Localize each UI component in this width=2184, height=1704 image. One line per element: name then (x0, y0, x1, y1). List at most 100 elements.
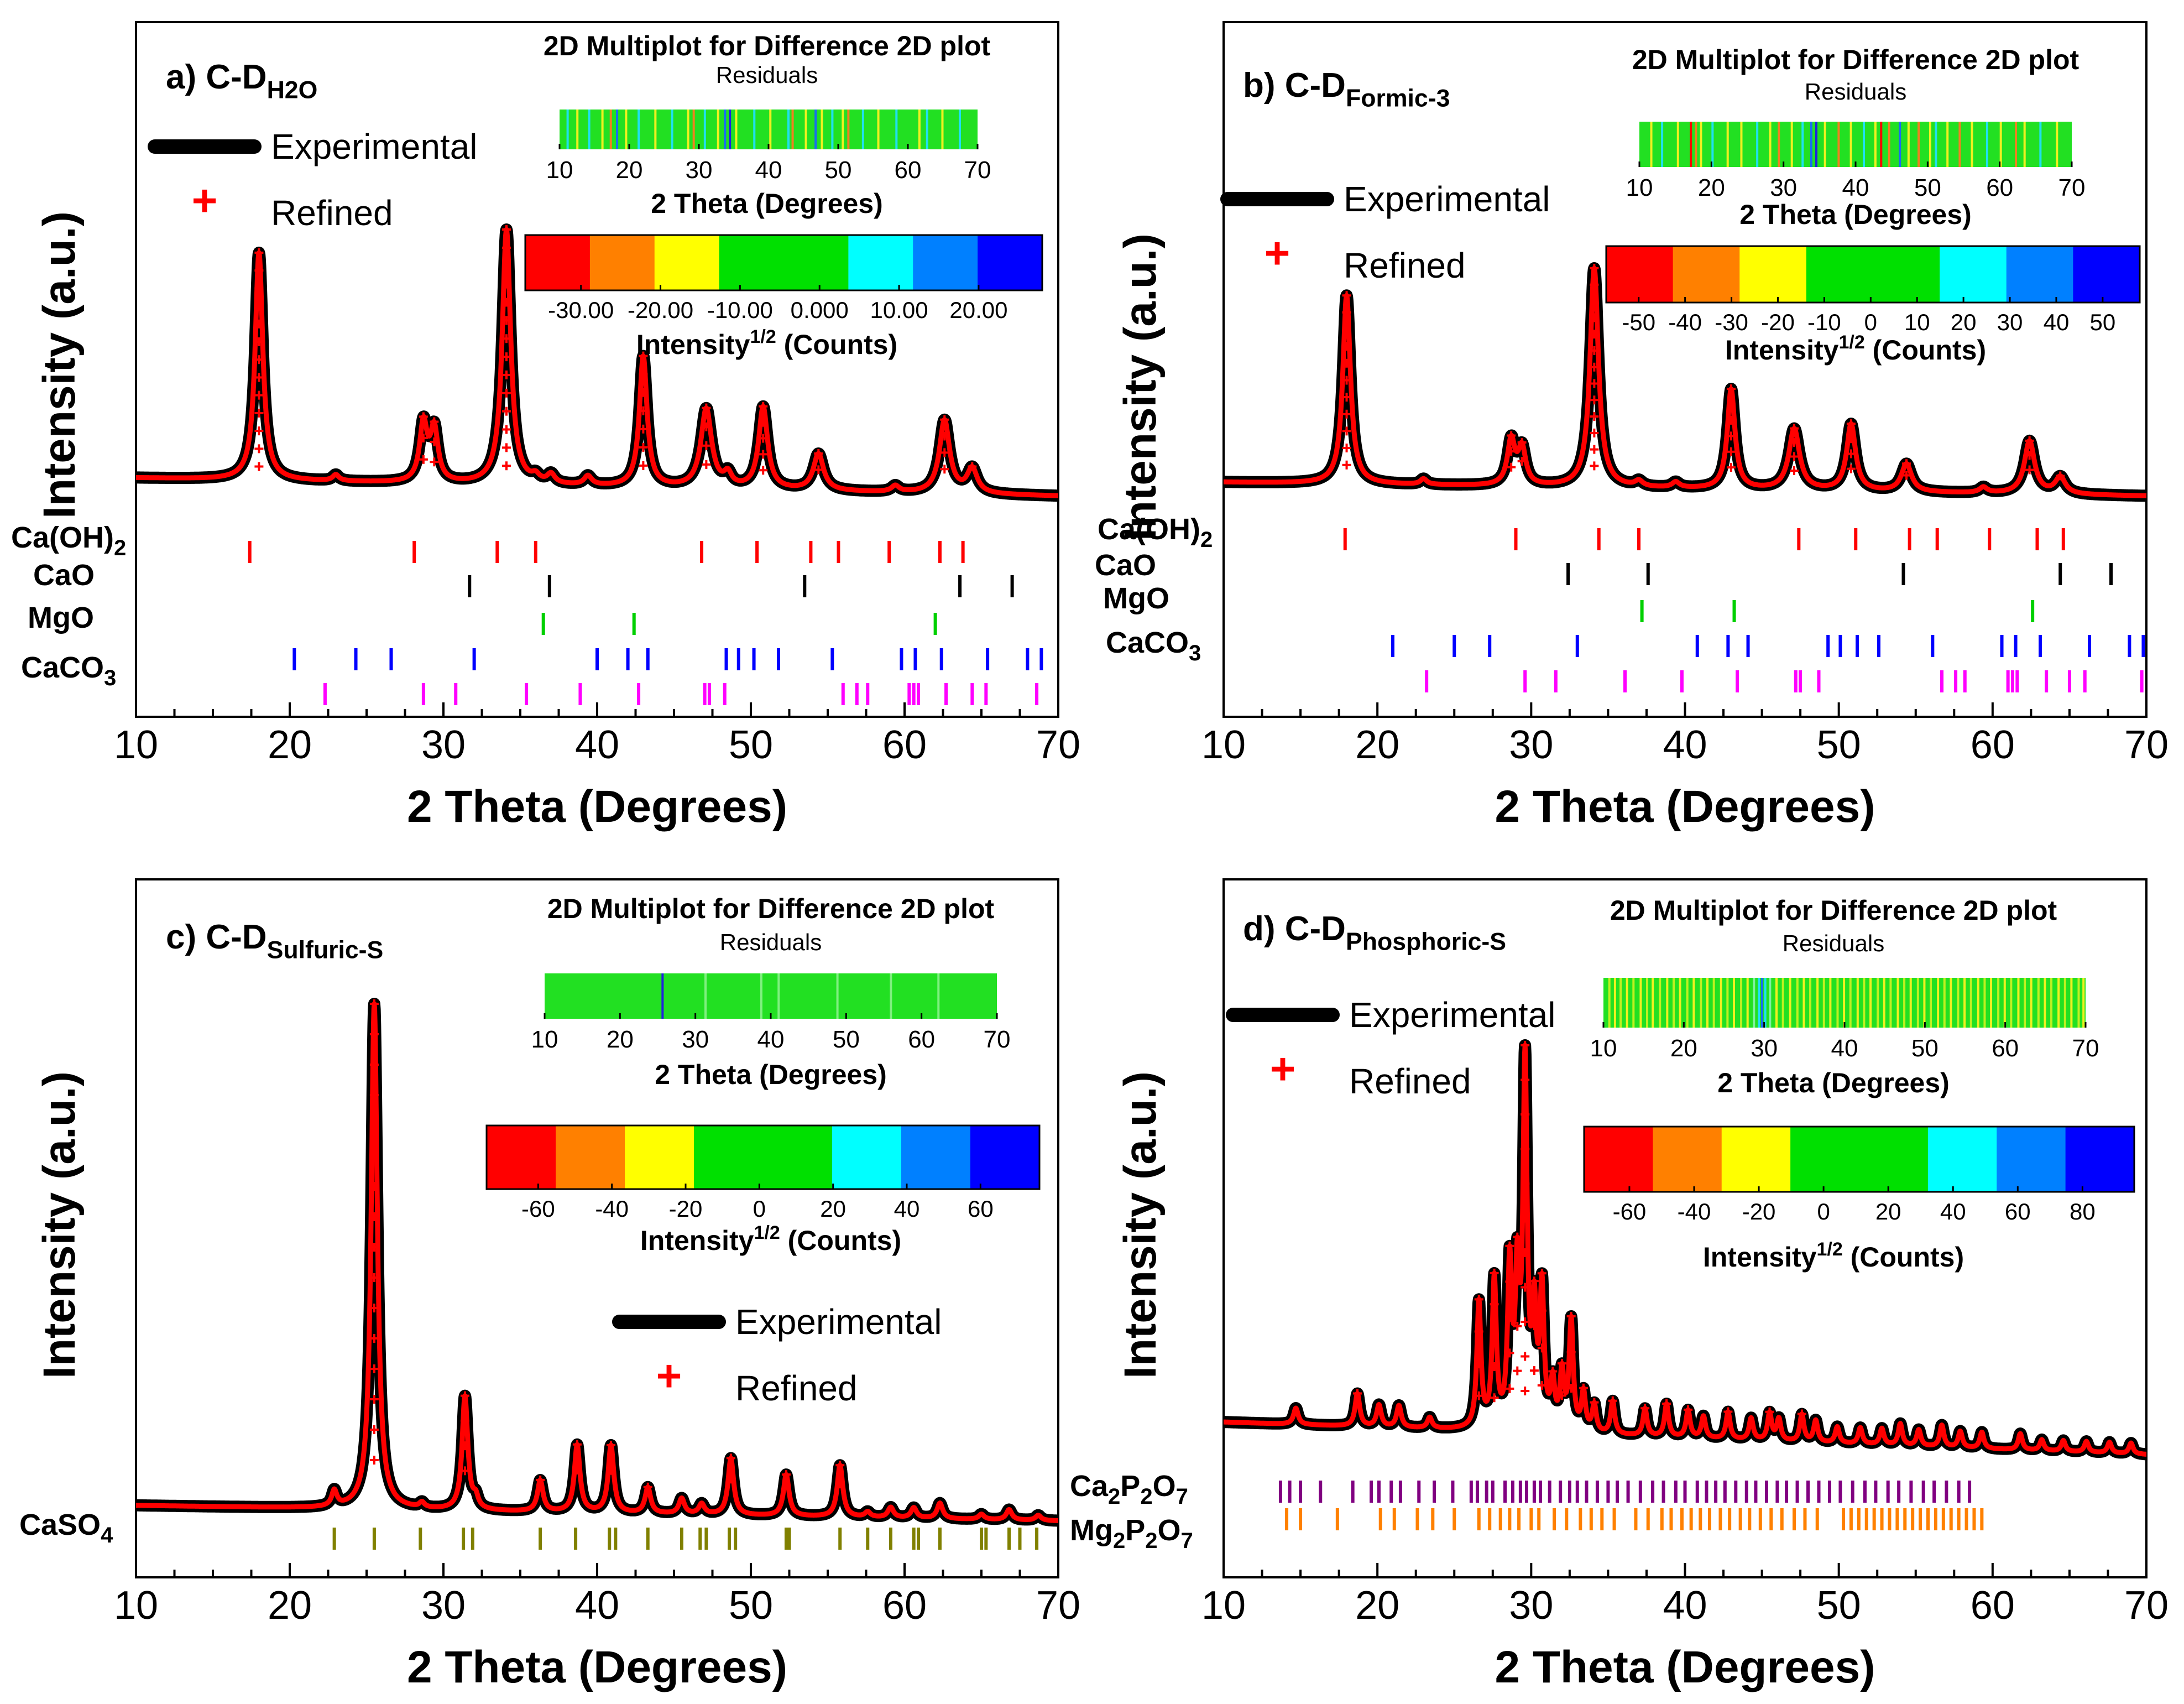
residual-stripe (1781, 978, 1784, 1028)
refined-marker (759, 450, 768, 459)
residuals-tick-label: 10 (546, 157, 573, 184)
colorbar-swatch (719, 235, 785, 290)
colorbar-tick-label: -60 (521, 1196, 555, 1222)
refined-marker (2025, 465, 2034, 475)
residuals-tick-label: 40 (1831, 1035, 1858, 1062)
refined-marker (369, 1243, 379, 1252)
refined-marker (940, 448, 949, 457)
refined-marker (1513, 1277, 1522, 1286)
phase-name-sub: 2 (1200, 528, 1213, 552)
residual-stripe (1690, 122, 1692, 167)
refined-marker (254, 248, 264, 257)
colorbar-swatch (487, 1125, 556, 1189)
phase-name: Ca(OH)2 (1098, 513, 1213, 552)
residuals-tick-label: 20 (1670, 1035, 1697, 1062)
phase-name-sub: 2 (1140, 1484, 1152, 1509)
residual-stripe (1726, 122, 1729, 167)
panel-label-sub: H2O (267, 76, 318, 103)
residuals-tick-label: 60 (1986, 174, 2013, 201)
colorbar-label: Intensity1/2 (Counts) (636, 326, 897, 360)
residual-stripe (609, 110, 612, 149)
colorbar-swatch (978, 235, 1043, 290)
residual-stripe (1917, 122, 1920, 167)
phase-name: CaCO3 (21, 651, 116, 690)
residual-stripe (1950, 978, 1952, 1028)
refined-marker (1521, 1213, 1530, 1223)
refined-marker (1557, 1391, 1566, 1400)
colorbar-swatch (1606, 246, 1674, 303)
refined-marker (1342, 376, 1351, 385)
residual-stripe (1843, 978, 1846, 1028)
refined-marker (1726, 384, 1736, 394)
colorbar-swatch (783, 235, 849, 290)
residuals-tick-label: 60 (895, 157, 922, 184)
residual-stripe (2057, 978, 2060, 1028)
refined-series (134, 227, 1060, 498)
refined-series (1221, 1043, 2149, 1457)
residual-stripe (1695, 122, 1697, 167)
x-tick-label: 60 (882, 723, 927, 767)
residual-stripe (1929, 122, 1931, 167)
residual-stripe (1883, 978, 1885, 1028)
refined-marker (572, 1465, 582, 1474)
y-axis-label: Intensity (a.u.) (1115, 233, 1166, 541)
colorbar-tick-label: 40 (2044, 309, 2070, 335)
refined-marker (369, 1456, 379, 1465)
refined-marker (1490, 1268, 1499, 1278)
residual-stripe (654, 110, 657, 149)
colorbar-label-main: Intensity (1703, 1242, 1817, 1273)
colorbar-label-main: Intensity (640, 1225, 754, 1256)
legend-refined-marker: + (656, 1351, 682, 1400)
residual-stripe (1753, 978, 1755, 1028)
refined-marker (1537, 1269, 1546, 1278)
colorbar-swatch (589, 235, 655, 290)
residual-stripe (601, 110, 604, 149)
phase-name: Mg2P2O7 (1070, 1514, 1193, 1553)
refined-marker (1505, 1384, 1514, 1393)
x-tick-label: 30 (1509, 723, 1553, 767)
residual-stripe (1888, 122, 1890, 167)
residuals-tick-label: 20 (616, 157, 643, 184)
phase-name-part: CaO (33, 559, 95, 592)
refined-marker (501, 279, 511, 289)
refined-marker (814, 449, 823, 458)
residual-stripe (1796, 978, 1799, 1028)
colorbar-swatch (2065, 1127, 2135, 1192)
phase-name: CaCO3 (1106, 626, 1201, 665)
residual-stripe (671, 110, 673, 149)
refined-marker (1342, 358, 1351, 368)
x-tick-label: 40 (1663, 723, 1707, 767)
refined-marker (1590, 264, 1599, 273)
residual-stripe (1977, 978, 1979, 1028)
residual-stripe (2015, 122, 2018, 167)
panel-d: 10 20 30 40 50 60 702 Theta (Degrees)Intensity… (1070, 878, 2169, 1692)
residual-stripe (1659, 978, 1661, 1028)
refined-marker (639, 406, 648, 415)
colorbar-tick-label: 40 (894, 1196, 920, 1222)
refined-marker (369, 1364, 379, 1373)
residual-stripe (1764, 978, 1767, 1028)
y-axis-label: Intensity (a.u.) (1115, 1071, 1166, 1379)
colorbar-tick-label: 0.000 (791, 297, 849, 323)
refined-marker (254, 444, 264, 454)
residuals-tick-label: 70 (2058, 174, 2086, 201)
residuals-tick-label: 40 (757, 1026, 785, 1053)
residual-stripe (2044, 978, 2046, 1028)
phase-name-part: MgO (28, 601, 94, 634)
panel-label-main: b) C-D (1243, 66, 1346, 105)
legend-refined-label: Refined (1344, 246, 1466, 285)
refined-marker (369, 1091, 379, 1099)
legend-experimental-label: Experimental (1349, 995, 1556, 1035)
refined-marker (726, 1474, 735, 1484)
refined-marker (702, 441, 711, 450)
panel-label-sub: Formic-3 (1346, 85, 1450, 112)
colorbar-tick-label: -40 (1678, 1198, 1711, 1224)
refined-marker (1521, 1387, 1530, 1395)
residual-stripe (1646, 978, 1649, 1028)
residual-stripe (1650, 122, 1653, 167)
refined-marker (1490, 1300, 1499, 1309)
residual-stripe (576, 110, 579, 149)
refined-marker (1726, 400, 1736, 409)
refined-marker (1590, 296, 1599, 306)
x-tick-label: 70 (2124, 723, 2169, 767)
